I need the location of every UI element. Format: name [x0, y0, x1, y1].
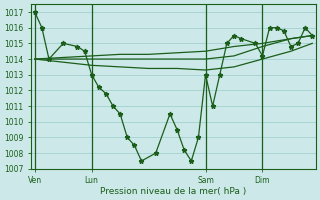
X-axis label: Pression niveau de la mer( hPa ): Pression niveau de la mer( hPa ): [100, 187, 247, 196]
